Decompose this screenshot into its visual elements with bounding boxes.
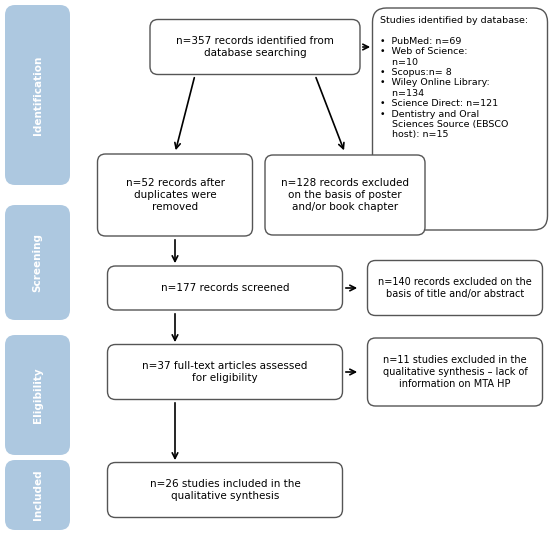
Text: Studies identified by database:

•  PubMed: n=69
•  Web of Science:
    n=10
•  : Studies identified by database: • PubMed… [381, 16, 529, 140]
Text: n=177 records screened: n=177 records screened [161, 283, 289, 293]
FancyBboxPatch shape [97, 154, 252, 236]
Text: n=140 records excluded on the
basis of title and/or abstract: n=140 records excluded on the basis of t… [378, 277, 532, 299]
FancyBboxPatch shape [107, 345, 343, 400]
Text: Identification: Identification [32, 55, 42, 135]
Text: n=37 full-text articles assessed
for eligibility: n=37 full-text articles assessed for eli… [142, 361, 307, 383]
FancyBboxPatch shape [5, 335, 70, 455]
FancyBboxPatch shape [372, 8, 547, 230]
Text: Included: Included [32, 470, 42, 520]
Text: n=52 records after
duplicates were
removed: n=52 records after duplicates were remov… [125, 178, 224, 212]
FancyBboxPatch shape [367, 338, 542, 406]
FancyBboxPatch shape [367, 260, 542, 316]
Text: n=357 records identified from
database searching: n=357 records identified from database s… [176, 36, 334, 58]
FancyBboxPatch shape [5, 460, 70, 530]
Text: n=128 records excluded
on the basis of poster
and/or book chapter: n=128 records excluded on the basis of p… [281, 178, 409, 212]
Text: Screening: Screening [32, 233, 42, 292]
Text: n=11 studies excluded in the
qualitative synthesis – lack of
information on MTA : n=11 studies excluded in the qualitative… [383, 355, 527, 389]
Text: n=26 studies included in the
qualitative synthesis: n=26 studies included in the qualitative… [150, 479, 300, 501]
FancyBboxPatch shape [5, 205, 70, 320]
FancyBboxPatch shape [107, 266, 343, 310]
Text: Eligibility: Eligibility [32, 367, 42, 423]
FancyBboxPatch shape [107, 462, 343, 518]
FancyBboxPatch shape [150, 19, 360, 75]
FancyBboxPatch shape [5, 5, 70, 185]
FancyBboxPatch shape [265, 155, 425, 235]
